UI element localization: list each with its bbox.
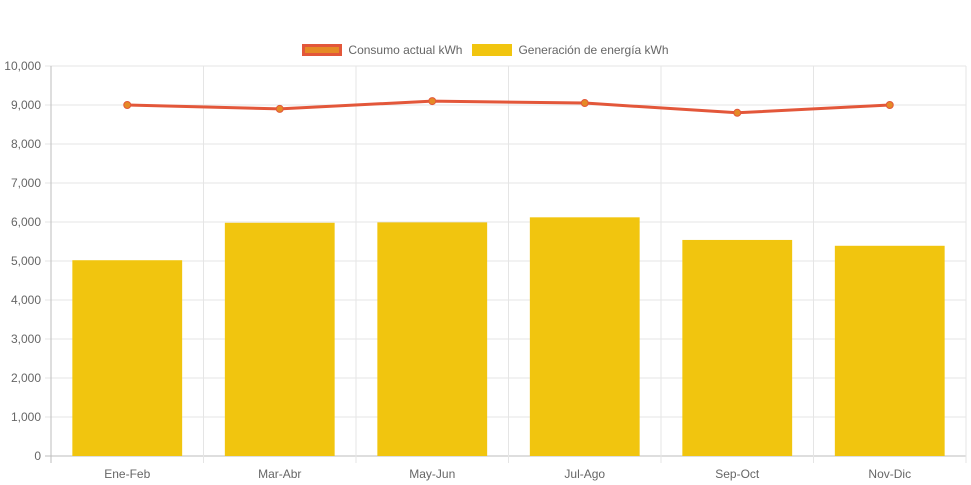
y-tick-label: 3,000 [11, 332, 41, 346]
bar-ene-feb [72, 260, 183, 456]
x-tick-label: Jul-Ago [564, 467, 605, 481]
x-tick-label: May-Jun [409, 467, 455, 481]
legend-item-consumo[interactable]: Consumo actual kWh [302, 43, 462, 57]
consumo-line [127, 99, 890, 115]
y-tick-label: 7,000 [11, 176, 41, 190]
bar-mar-abr [224, 222, 335, 456]
y-tick-label: 8,000 [11, 137, 41, 151]
legend: Consumo actual kWh Generación de energía… [0, 40, 971, 60]
y-tick-label: 2,000 [11, 371, 41, 385]
consumo-point [275, 104, 284, 113]
consumo-point [885, 101, 894, 109]
bar-nov-dic [834, 245, 945, 456]
x-tick-label: Sep-Oct [715, 467, 760, 481]
y-tick-label: 9,000 [11, 98, 41, 112]
consumo-point [580, 99, 589, 108]
y-tick-label: 5,000 [11, 254, 41, 268]
bar-may-jun [377, 222, 488, 456]
consumo-point [733, 108, 742, 117]
legend-item-generacion[interactable]: Generación de energía kWh [472, 43, 669, 57]
bar-sep-oct [682, 239, 793, 456]
bar-jul-ago [529, 217, 640, 456]
y-tick-label: 1,000 [11, 410, 41, 424]
consumo-point [428, 97, 437, 106]
x-tick-label: Mar-Abr [258, 467, 301, 481]
legend-swatch-line [302, 44, 343, 56]
legend-swatch-bar [472, 44, 513, 56]
x-tick-label: Ene-Feb [104, 467, 150, 481]
y-tick-label: 0 [34, 449, 41, 463]
legend-label-consumo: Consumo actual kWh [348, 43, 463, 57]
y-tick-label: 4,000 [11, 293, 41, 307]
y-tick-label: 6,000 [11, 215, 41, 229]
legend-label-generacion: Generación de energía kWh [518, 43, 669, 57]
x-tick-label: Nov-Dic [868, 467, 911, 481]
consumo-point [123, 101, 132, 109]
y-tick-label: 10,000 [4, 59, 41, 73]
